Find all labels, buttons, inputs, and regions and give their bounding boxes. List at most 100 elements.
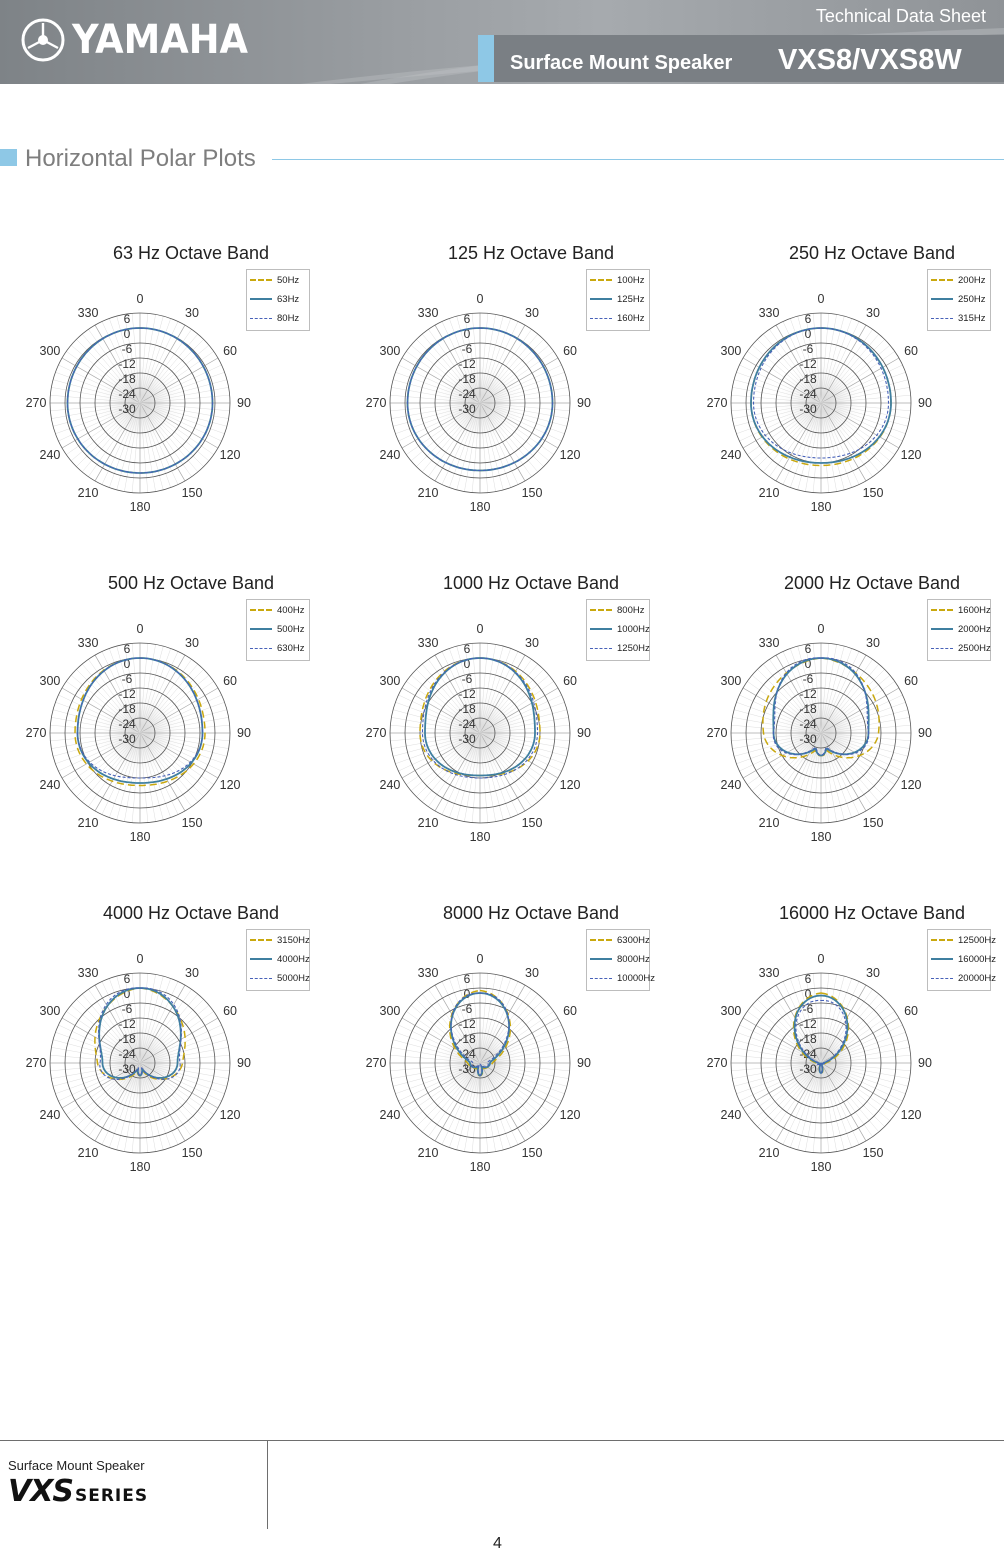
radial-tick-label: -30 [799, 732, 817, 746]
polar-plot: 250 Hz Octave Band 6 0 -6 -12 -18 -24 -30 0 30 60 9… [707, 243, 1004, 548]
radial-tick-label: -24 [118, 717, 136, 731]
angle-tick-label: 0 [137, 952, 144, 966]
angle-tick-label: 90 [918, 396, 932, 410]
angle-tick-label: 300 [721, 674, 742, 688]
legend-label: 5000Hz [277, 972, 310, 984]
legend-label: 63Hz [277, 293, 300, 305]
angle-tick-label: 240 [380, 448, 401, 462]
legend-label: 200Hz [958, 274, 986, 286]
series-curve-2 [424, 657, 536, 777]
legend-swatch [931, 939, 953, 941]
angle-tick-label: 210 [418, 816, 439, 830]
legend-entry: 50Hz [250, 273, 299, 287]
radial-tick-label: 0 [805, 987, 812, 1001]
legend-entry: 250Hz [931, 292, 985, 306]
legend-entry: 125Hz [590, 292, 644, 306]
angle-tick-label: 60 [563, 344, 577, 358]
db-ring [730, 642, 912, 824]
page-number: 4 [493, 1535, 502, 1552]
angle-tick-label: 60 [223, 344, 237, 358]
db-ring [49, 642, 231, 824]
legend-swatch [250, 958, 272, 960]
db-ring [419, 1002, 541, 1124]
db-ring [389, 312, 571, 494]
angle-tick-label: 90 [577, 1056, 591, 1070]
angle-tick-label: 90 [577, 396, 591, 410]
radial-tick-label: -6 [462, 672, 473, 686]
series-curve-2 [750, 327, 892, 464]
db-ring [775, 357, 867, 449]
series-logo: VXS SERIES [8, 1474, 148, 1509]
legend-swatch [250, 939, 272, 941]
angle-tick-label: 210 [418, 1146, 439, 1160]
radial-tick-label: 0 [464, 657, 471, 671]
angle-tick-label: 240 [721, 1108, 742, 1122]
legend-label: 4000Hz [277, 953, 310, 965]
angle-tick-label: 120 [560, 448, 581, 462]
legend-label: 1250Hz [617, 642, 650, 654]
db-ring [730, 312, 912, 494]
legend-label: 125Hz [617, 293, 645, 305]
legend-entry: 1250Hz [590, 641, 650, 655]
legend-swatch [590, 628, 612, 630]
angle-tick-label: 330 [78, 636, 99, 650]
legend-label: 80Hz [277, 312, 300, 324]
legend-label: 1600Hz [958, 604, 991, 616]
radial-tick-label: -18 [458, 702, 476, 716]
footer-divider [267, 1441, 268, 1529]
legend-label: 2500Hz [958, 642, 991, 654]
angle-tick-label: 270 [366, 1056, 387, 1070]
angle-tick-label: 120 [901, 778, 922, 792]
radial-tick-label: -12 [458, 1017, 476, 1031]
angle-tick-label: 90 [918, 726, 932, 740]
polar-plot: 63 Hz Octave Band 6 0 -6 -12 -18 -24 -30 0 30 60 90… [26, 243, 370, 548]
radial-tick-label: -12 [118, 687, 136, 701]
angle-tick-label: 240 [721, 778, 742, 792]
polar-chart: 60-6-12-18-24-30030609012015018021024027… [707, 292, 932, 514]
angle-tick-label: 180 [130, 500, 151, 514]
legend-entry: 2000Hz [931, 622, 991, 636]
radial-tick-label: -6 [462, 342, 473, 356]
legend-entry: 20000Hz [931, 971, 996, 985]
angle-tick-label: 150 [522, 1146, 543, 1160]
legend-label: 2000Hz [958, 623, 991, 635]
db-ring [449, 372, 511, 434]
series-curve-3 [795, 999, 847, 1074]
angle-tick-label: 300 [380, 674, 401, 688]
plot-title: 8000 Hz Octave Band [442, 903, 620, 923]
radial-tick-label: -12 [799, 357, 817, 371]
radial-tick-label: -6 [803, 342, 814, 356]
radial-tick-label: 6 [124, 642, 131, 656]
legend-swatch [590, 279, 612, 281]
angle-tick-label: 210 [78, 486, 99, 500]
radial-tick-label: -24 [458, 717, 476, 731]
legend-label: 160Hz [617, 312, 645, 324]
angle-tick-label: 0 [818, 952, 825, 966]
angle-tick-label: 90 [237, 1056, 251, 1070]
legend-label: 500Hz [277, 623, 305, 635]
legend-swatch [931, 647, 953, 649]
plot-title: 1000 Hz Octave Band [442, 573, 620, 593]
legend-swatch [250, 628, 272, 630]
radial-tick-label: -24 [458, 387, 476, 401]
legend-swatch [250, 647, 272, 649]
series-curve-3 [421, 657, 539, 779]
legend-label: 800Hz [617, 604, 645, 616]
polar-chart: 60-6-12-18-24-30030609012015018021024027… [707, 622, 932, 844]
angle-tick-label: 210 [78, 816, 99, 830]
angle-tick-label: 270 [707, 396, 728, 410]
angle-tick-label: 180 [470, 830, 491, 844]
section-title: Horizontal Polar Plots [25, 145, 256, 172]
angle-tick-label: 60 [223, 1004, 237, 1018]
legend-swatch [590, 298, 612, 300]
radial-tick-label: -12 [118, 357, 136, 371]
yamaha-logo: YAMAHA [20, 14, 263, 66]
db-ring [109, 1032, 171, 1094]
angle-tick-label: 330 [759, 636, 780, 650]
angle-tick-label: 270 [366, 396, 387, 410]
angle-tick-label: 0 [477, 952, 484, 966]
radial-tick-label: 6 [464, 972, 471, 986]
document-type-label: Technical Data Sheet [815, 6, 986, 26]
series-curve-3 [66, 327, 214, 474]
series-curve-2 [772, 657, 870, 757]
